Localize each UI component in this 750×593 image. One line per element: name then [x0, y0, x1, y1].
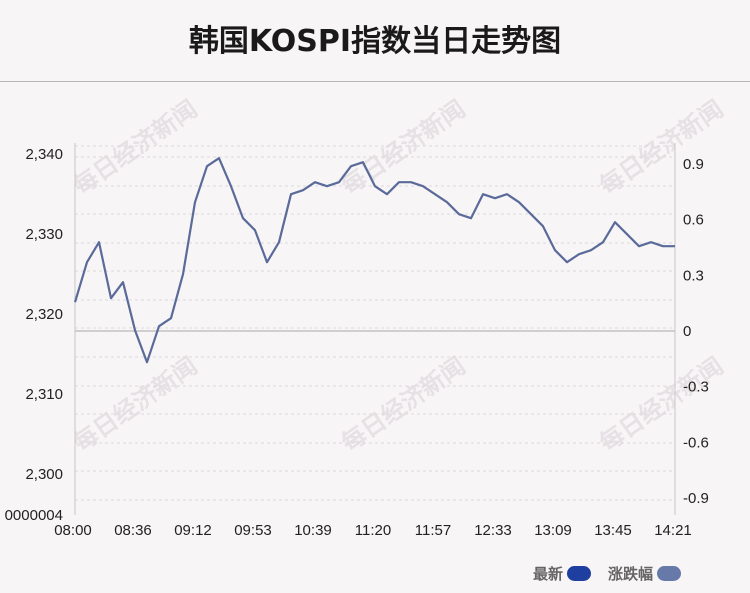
right-tick-label: -0.6	[683, 434, 709, 451]
y-tick-label: 2,300	[25, 466, 63, 483]
x-tick-label: 12:33	[474, 522, 512, 539]
kospi-line	[73, 157, 675, 364]
chart-title: 韩国KOSPI指数当日走势图	[188, 24, 562, 59]
y-tick-label: 2,330	[25, 226, 63, 243]
legend-item-latest[interactable]: 最新	[533, 563, 592, 584]
legend-label-change: 涨跌幅	[608, 565, 654, 583]
y-tick-label: 2,320	[25, 306, 63, 323]
right-tick-label: 0.3	[683, 267, 704, 284]
header-divider	[0, 81, 750, 82]
x-tick-label: 08:00	[54, 522, 92, 539]
right-tick-label: 0	[683, 323, 691, 340]
legend-label-latest: 最新	[533, 565, 564, 583]
x-tick-label: 11:57	[415, 522, 451, 539]
x-tick-label: 11:20	[355, 522, 391, 539]
legend-item-change[interactable]: 涨跌幅	[608, 563, 682, 584]
legend-swatch-latest	[567, 566, 592, 581]
right-tick-label: -0.9	[683, 490, 709, 507]
y-tick-label: 2,310	[25, 386, 63, 403]
x-tick-label: 10:39	[294, 522, 332, 539]
x-tick-label: 13:09	[534, 522, 572, 539]
y-tick-label: 2,340	[25, 146, 63, 163]
x-tick-label: 09:53	[234, 522, 272, 539]
right-tick-label: 0.9	[683, 156, 704, 173]
right-tick-label: 0.6	[683, 212, 704, 229]
x-tick-label: 08:36	[114, 522, 152, 539]
x-tick-label: 14:21	[654, 522, 692, 539]
right-tick-label: -0.3	[683, 379, 709, 396]
y-tick-label: 0000004	[5, 507, 63, 524]
x-tick-label: 13:45	[594, 522, 632, 539]
legend-swatch-change	[657, 566, 682, 581]
x-tick-label: 09:12	[174, 522, 212, 539]
